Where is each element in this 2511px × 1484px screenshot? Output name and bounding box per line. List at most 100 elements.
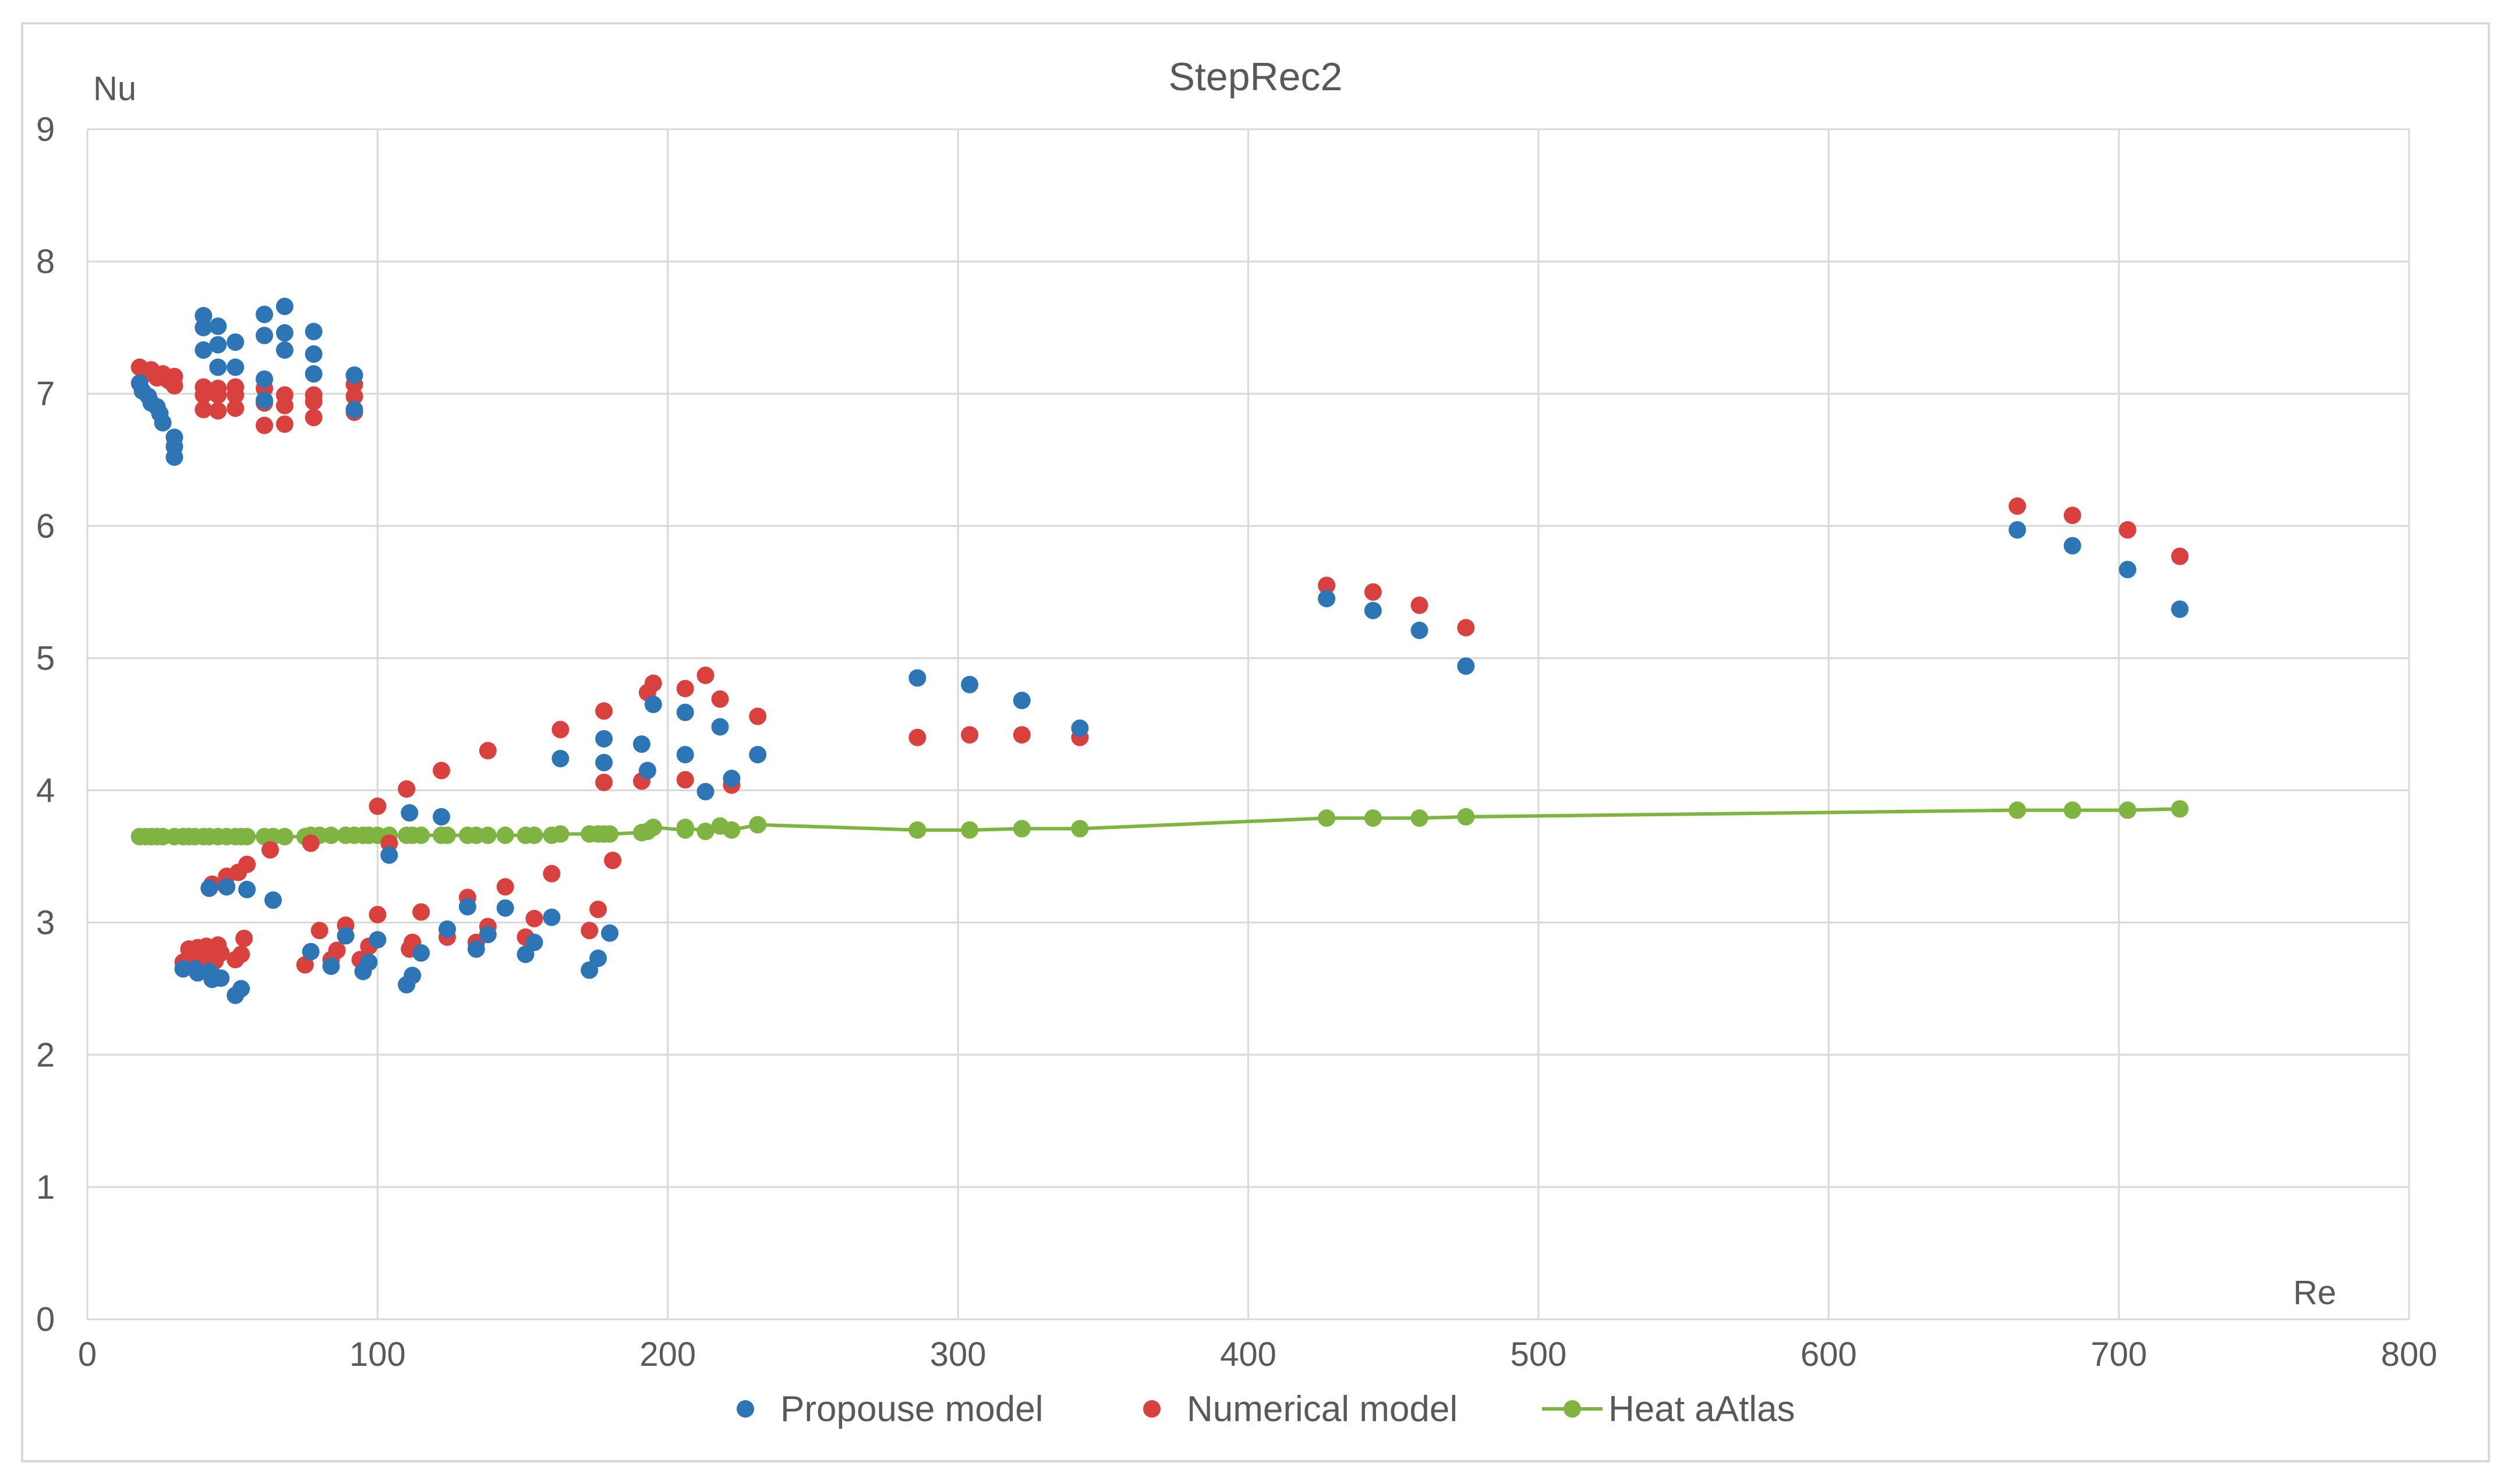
data-point xyxy=(644,695,662,713)
data-point xyxy=(360,953,378,971)
data-point xyxy=(601,825,619,843)
data-point xyxy=(1410,621,1428,639)
data-point xyxy=(632,735,650,753)
data-point xyxy=(209,402,227,420)
x-axis-label: Re xyxy=(2293,1274,2336,1312)
data-point xyxy=(676,819,694,837)
y-tick-label: 6 xyxy=(36,507,55,545)
data-point xyxy=(908,821,926,839)
y-axis-label: Nu xyxy=(93,70,136,108)
data-point xyxy=(1318,590,1336,608)
data-point xyxy=(479,826,497,844)
y-tick-label: 8 xyxy=(36,243,55,281)
data-point xyxy=(543,865,561,883)
data-point xyxy=(2119,561,2137,579)
data-point xyxy=(212,944,230,962)
data-point xyxy=(218,878,236,896)
y-tick-label: 4 xyxy=(36,772,55,810)
data-point xyxy=(1013,726,1031,744)
data-point xyxy=(961,675,979,693)
y-tick-label: 3 xyxy=(36,904,55,942)
data-point xyxy=(908,669,926,687)
y-tick-label: 2 xyxy=(36,1036,55,1074)
data-point xyxy=(302,943,320,961)
y-tick-label: 0 xyxy=(36,1301,55,1338)
data-point xyxy=(209,386,227,404)
x-tick-label: 700 xyxy=(2091,1336,2147,1373)
data-point xyxy=(404,966,422,984)
x-axis-tick-labels: 0 100 200 300 400 500 600 700 800 xyxy=(78,1336,2438,1373)
data-point xyxy=(305,323,323,341)
data-point xyxy=(1318,809,1336,827)
data-point xyxy=(551,721,570,739)
data-point xyxy=(165,448,183,466)
data-point xyxy=(305,365,323,383)
data-point xyxy=(369,797,387,815)
data-point xyxy=(194,386,213,404)
data-point xyxy=(525,909,543,927)
series-propouse-model xyxy=(130,297,2189,1004)
data-point xyxy=(322,826,340,844)
data-point xyxy=(256,391,273,409)
data-point xyxy=(433,762,450,780)
data-point xyxy=(369,906,387,923)
legend-marker-numerical-model xyxy=(1143,1400,1161,1418)
data-point xyxy=(345,366,363,384)
data-point xyxy=(328,941,346,959)
data-point xyxy=(275,297,293,316)
x-tick-label: 0 xyxy=(78,1336,97,1373)
data-point xyxy=(2063,537,2081,555)
data-point xyxy=(644,819,662,837)
data-point xyxy=(1457,657,1475,675)
data-point xyxy=(302,834,320,852)
data-point xyxy=(310,922,328,940)
y-tick-label: 9 xyxy=(36,111,55,148)
data-point xyxy=(345,401,363,419)
data-point xyxy=(961,726,979,744)
legend-marker-heat-aatlas xyxy=(1564,1400,1581,1418)
data-point xyxy=(264,891,282,909)
data-point xyxy=(644,674,662,692)
data-point xyxy=(595,773,613,791)
x-tick-label: 500 xyxy=(1510,1336,1566,1373)
data-point xyxy=(412,903,430,921)
data-point xyxy=(458,898,476,916)
data-point xyxy=(275,415,293,433)
data-point xyxy=(227,333,245,351)
data-point xyxy=(232,945,250,964)
data-point xyxy=(194,341,213,359)
x-tick-label: 200 xyxy=(639,1336,696,1373)
data-point xyxy=(227,399,245,417)
data-point xyxy=(589,950,607,967)
data-point xyxy=(238,880,256,898)
legend-marker-propouse-model xyxy=(737,1400,754,1418)
data-point xyxy=(209,317,227,335)
data-point xyxy=(1457,619,1475,637)
data-point xyxy=(1410,809,1428,827)
data-point xyxy=(345,387,363,405)
data-point xyxy=(194,307,213,325)
data-point xyxy=(165,377,183,395)
data-point xyxy=(479,926,497,944)
data-point xyxy=(723,821,741,839)
data-point xyxy=(238,828,256,845)
data-point xyxy=(551,750,570,767)
data-point xyxy=(601,924,619,942)
data-point xyxy=(256,370,273,388)
data-point xyxy=(551,825,570,843)
legend-item-numerical-model: Numerical model xyxy=(1143,1389,1458,1429)
data-point xyxy=(275,396,293,415)
y-tick-label: 1 xyxy=(36,1168,55,1206)
data-point xyxy=(749,746,767,764)
legend-label-numerical-model: Numerical model xyxy=(1187,1389,1458,1429)
data-point xyxy=(908,728,926,746)
data-point xyxy=(2119,521,2137,539)
data-point xyxy=(227,386,245,404)
y-tick-label: 7 xyxy=(36,375,55,413)
data-point xyxy=(696,667,715,684)
data-point xyxy=(676,746,694,764)
legend-label-propouse-model: Propouse model xyxy=(780,1389,1044,1429)
data-point xyxy=(412,944,430,962)
data-point xyxy=(305,392,323,410)
